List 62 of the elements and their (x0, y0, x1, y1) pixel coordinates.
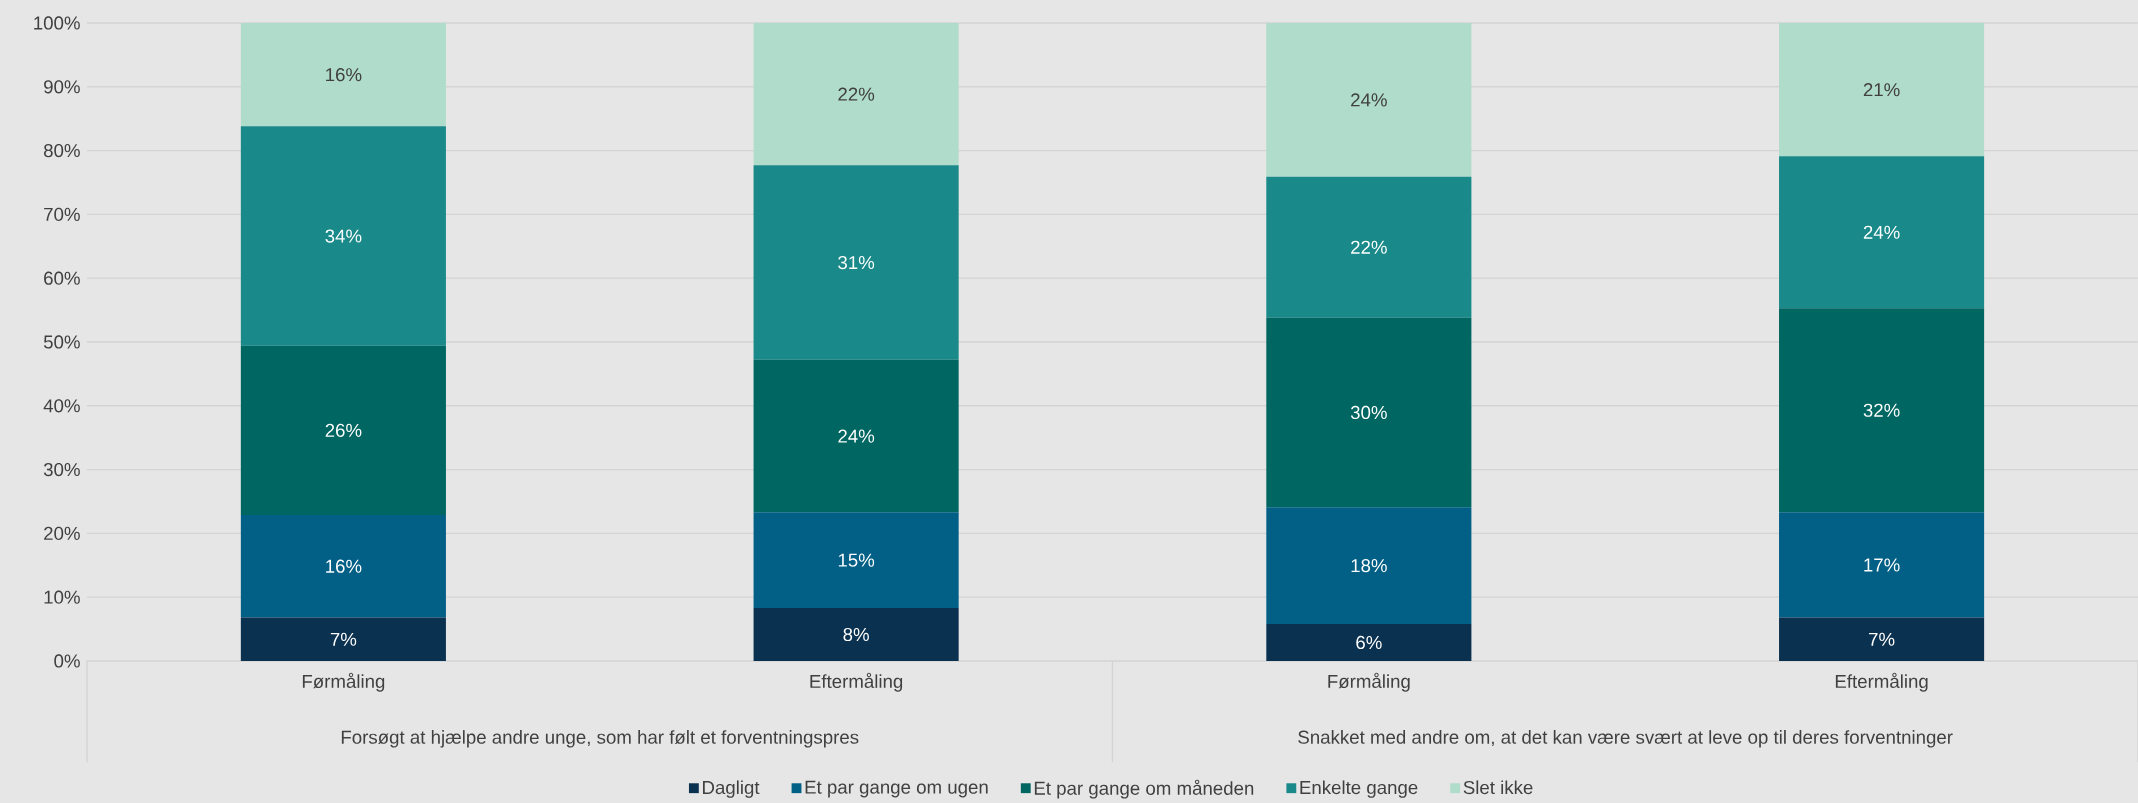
bar (1779, 512, 1985, 618)
y-tick-label: 10% (44, 590, 80, 604)
text: Forsøgt at hjælpe andre unge, som har følt et forventningspres (341, 730, 859, 748)
bar (240, 22, 446, 127)
legend-label: Slet ikke (1463, 780, 1533, 795)
y-tick-label: 100% (34, 16, 80, 30)
data-label: 18% (1351, 558, 1387, 573)
y-tick-label: 50% (43, 335, 80, 349)
x-tick-label: Førmåling (1328, 672, 1410, 692)
data-label: 31% (838, 255, 875, 270)
legend-label: Et par gange om ugen (805, 780, 988, 798)
data-label: 21% (1863, 83, 1900, 97)
bar (1266, 507, 1472, 624)
data-label: 16% (326, 559, 362, 573)
data-label: 6% (1356, 635, 1382, 650)
y-tick-label: 90% (44, 80, 80, 94)
legend-label: Dagligt (703, 780, 760, 798)
data-label: 22% (838, 87, 875, 101)
data-label: 15% (838, 553, 875, 567)
bar (240, 345, 446, 515)
data-label: 34% (325, 229, 362, 243)
bar (1779, 156, 1985, 309)
data-label: 24% (838, 429, 875, 443)
x-tick-label: Eftermåling (810, 672, 903, 692)
bar (753, 22, 959, 166)
x-tick-label: Førmåling (302, 672, 385, 692)
data-label: 16% (326, 68, 362, 82)
y-tick-label: 80% (43, 143, 80, 158)
data-label: 7% (330, 632, 357, 646)
bar (1266, 176, 1472, 318)
bar (1266, 623, 1472, 661)
bar (1266, 317, 1472, 508)
bar (240, 126, 446, 346)
bar (1779, 22, 1985, 157)
y-tick-label: 70% (44, 207, 80, 221)
data-label: 24% (1351, 93, 1387, 107)
bar (1266, 22, 1472, 177)
text: Snakket med andre om, at det kan være svært at leve op til deres forventninger (1298, 730, 1953, 748)
data-label: 32% (1863, 403, 1900, 417)
bar (1779, 308, 1985, 513)
data-label: 7% (1869, 632, 1895, 646)
y-tick-label: 30% (43, 462, 80, 477)
y-tick-label: 40% (43, 399, 80, 413)
data-label: 17% (1864, 558, 1900, 572)
bar (1779, 617, 1985, 661)
data-label: 30% (1350, 405, 1387, 420)
bar (753, 359, 959, 513)
x-tick-label: Eftermåling (1835, 672, 1928, 692)
data-label: 8% (843, 627, 869, 642)
legend-label: Enkelte gange (1300, 780, 1418, 798)
legend-label: Et par gange om måneden (1034, 779, 1254, 799)
data-label: 26% (325, 423, 362, 437)
data-label: 24% (1863, 225, 1900, 239)
y-tick-label: 0% (54, 654, 80, 668)
data-label: 22% (1351, 240, 1387, 254)
bar (240, 514, 446, 618)
bar (753, 512, 959, 609)
y-tick-label: 20% (44, 526, 80, 540)
bar (753, 608, 959, 661)
y-tick-label: 60% (44, 271, 80, 285)
bar (753, 165, 959, 360)
bar (240, 617, 446, 661)
